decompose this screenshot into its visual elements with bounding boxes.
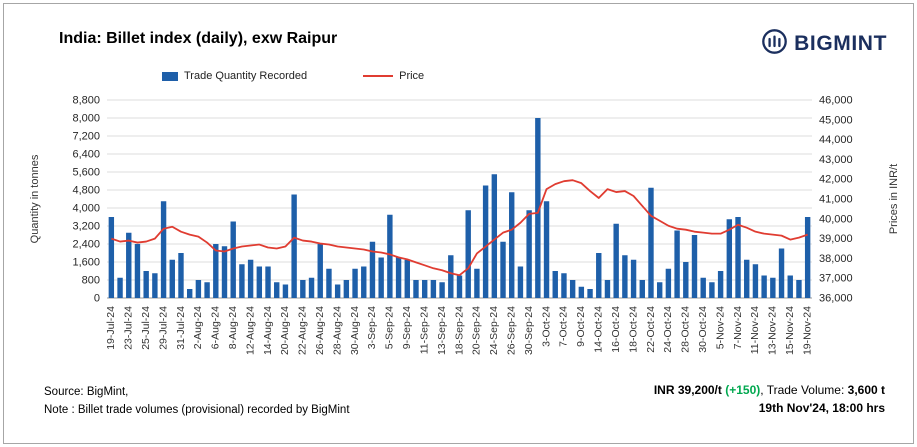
methodology-note: Note : Billet trade volumes (provisional… xyxy=(44,403,350,416)
svg-text:3-Oct-24: 3-Oct-24 xyxy=(540,306,552,347)
svg-text:26-Aug-24: 26-Aug-24 xyxy=(314,306,326,355)
svg-text:15-Nov-24: 15-Nov-24 xyxy=(784,306,796,355)
svg-text:5,600: 5,600 xyxy=(72,167,100,179)
axis-title-right: Prices in INR/t xyxy=(888,164,900,234)
x-axis-labels: 19-Jul-24 23-Jul-24 25-Jul-24 29-Jul-24 31-J… xyxy=(105,306,813,355)
bars-series xyxy=(108,118,811,298)
legend-bar-label: Trade Quantity Recorded xyxy=(184,70,308,82)
svg-text:8,800: 8,800 xyxy=(72,95,100,107)
svg-text:2,400: 2,400 xyxy=(72,239,100,251)
timestamp: 19th Nov'24, 18:00 hrs xyxy=(758,401,885,415)
legend-item-quantity: Trade Quantity Recorded xyxy=(162,70,307,82)
svg-text:25-Jul-24: 25-Jul-24 xyxy=(140,306,152,350)
svg-text:16-Oct-24: 16-Oct-24 xyxy=(610,306,622,353)
footer-price-summary: INR 39,200/t (+150), Trade Volume: 3,600… xyxy=(654,381,885,417)
legend-line-swatch xyxy=(363,75,394,77)
footer-notes: Source: BigMint, Note : Billet trade vol… xyxy=(44,384,350,420)
y-axis-left-labels: 0 800 1,600 2,400 3,200 4,000 4,800 5,600 6,400 7… xyxy=(72,95,100,305)
svg-text:9-Sep-24: 9-Sep-24 xyxy=(401,306,413,349)
volume-value: 3,600 t xyxy=(847,383,885,397)
svg-text:14-Aug-24: 14-Aug-24 xyxy=(262,306,274,355)
svg-text:3,200: 3,200 xyxy=(72,221,100,233)
bigmint-logo-icon xyxy=(761,28,788,60)
svg-text:19-Nov-24: 19-Nov-24 xyxy=(801,306,813,355)
svg-text:7-Oct-24: 7-Oct-24 xyxy=(558,306,570,347)
combo-chart: 0 800 1,600 2,400 3,200 4,000 4,800 5,600 6,400 7… xyxy=(12,86,913,386)
svg-text:28-Oct-24: 28-Oct-24 xyxy=(680,306,692,353)
price-value: INR 39,200/t xyxy=(653,383,726,397)
svg-text:42,000: 42,000 xyxy=(819,174,853,186)
legend-item-price: Price xyxy=(363,70,424,82)
svg-text:800: 800 xyxy=(82,275,100,287)
svg-text:9-Oct-24: 9-Oct-24 xyxy=(575,306,587,347)
svg-text:26-Sep-24: 26-Sep-24 xyxy=(506,306,518,355)
y-axis-right-labels: 36,000 37,000 38,000 39,000 40,000 41,000 42,0… xyxy=(819,95,853,305)
svg-text:22-Oct-24: 22-Oct-24 xyxy=(645,306,657,353)
legend-line-label: Price xyxy=(399,70,425,82)
svg-text:6-Aug-24: 6-Aug-24 xyxy=(210,306,222,349)
svg-text:11-Sep-24: 11-Sep-24 xyxy=(418,306,430,354)
svg-text:4,000: 4,000 xyxy=(72,203,100,215)
volume-label: , Trade Volume: xyxy=(760,383,848,397)
svg-text:37,000: 37,000 xyxy=(819,273,853,285)
svg-text:43,000: 43,000 xyxy=(819,154,853,166)
svg-text:14-Oct-24: 14-Oct-24 xyxy=(593,306,605,353)
svg-text:18-Sep-24: 18-Sep-24 xyxy=(453,306,465,355)
axis-title-left: Quantity in tonnes xyxy=(29,154,41,243)
svg-text:20-Aug-24: 20-Aug-24 xyxy=(279,306,291,355)
svg-text:7-Nov-24: 7-Nov-24 xyxy=(732,306,744,349)
svg-text:40,000: 40,000 xyxy=(819,213,853,225)
svg-text:5-Sep-24: 5-Sep-24 xyxy=(384,306,396,349)
svg-text:36,000: 36,000 xyxy=(819,293,853,305)
price-summary-line: INR 39,200/t (+150), Trade Volume: 3,600… xyxy=(654,381,885,399)
svg-text:23-Jul-24: 23-Jul-24 xyxy=(123,306,135,350)
svg-text:20-Sep-24: 20-Sep-24 xyxy=(471,306,483,355)
svg-text:44,000: 44,000 xyxy=(819,134,853,146)
svg-text:30-Sep-24: 30-Sep-24 xyxy=(523,306,535,355)
svg-text:38,000: 38,000 xyxy=(819,253,853,265)
svg-text:8-Aug-24: 8-Aug-24 xyxy=(227,306,239,349)
price-change: (+150) xyxy=(725,383,761,397)
svg-text:5-Nov-24: 5-Nov-24 xyxy=(714,306,726,349)
svg-text:13-Sep-24: 13-Sep-24 xyxy=(436,306,448,355)
svg-text:0: 0 xyxy=(94,293,100,305)
svg-text:7,200: 7,200 xyxy=(72,131,100,143)
price-line xyxy=(111,179,808,277)
svg-text:3-Sep-24: 3-Sep-24 xyxy=(366,306,378,349)
svg-text:8,000: 8,000 xyxy=(72,113,100,125)
svg-text:30-Oct-24: 30-Oct-24 xyxy=(697,306,709,353)
svg-text:45,000: 45,000 xyxy=(819,114,853,126)
svg-text:30-Aug-24: 30-Aug-24 xyxy=(349,306,361,355)
svg-text:31-Jul-24: 31-Jul-24 xyxy=(175,306,187,350)
svg-text:24-Oct-24: 24-Oct-24 xyxy=(662,306,674,353)
svg-text:28-Aug-24: 28-Aug-24 xyxy=(331,306,343,355)
svg-text:41,000: 41,000 xyxy=(819,194,853,206)
chart-legend: Trade Quantity Recorded Price xyxy=(162,70,424,82)
chart-title: India: Billet index (daily), exw Raipur xyxy=(59,30,338,47)
svg-text:46,000: 46,000 xyxy=(819,95,853,107)
svg-text:13-Nov-24: 13-Nov-24 xyxy=(767,306,779,355)
svg-text:11-Nov-24: 11-Nov-24 xyxy=(749,306,761,354)
bigmint-logo: BIGMINT xyxy=(761,28,887,60)
svg-text:2-Aug-24: 2-Aug-24 xyxy=(192,306,204,349)
svg-text:12-Aug-24: 12-Aug-24 xyxy=(244,306,256,355)
source-note: Source: BigMint, xyxy=(44,386,129,398)
svg-text:29-Jul-24: 29-Jul-24 xyxy=(157,306,169,350)
svg-text:18-Oct-24: 18-Oct-24 xyxy=(627,306,639,353)
chart-canvas: 0 800 1,600 2,400 3,200 4,000 4,800 5,600 6,400 7… xyxy=(29,95,900,356)
svg-text:6,400: 6,400 xyxy=(72,149,100,161)
svg-text:22-Aug-24: 22-Aug-24 xyxy=(297,306,309,355)
card-frame: India: Billet index (daily), exw Raipur … xyxy=(3,3,914,444)
svg-text:4,800: 4,800 xyxy=(72,185,100,197)
svg-text:39,000: 39,000 xyxy=(819,233,853,245)
svg-text:1,600: 1,600 xyxy=(72,257,100,269)
legend-bar-swatch xyxy=(162,71,178,81)
grid-layer xyxy=(107,99,812,299)
svg-text:24-Sep-24: 24-Sep-24 xyxy=(488,306,500,355)
brand-name: BIGMINT xyxy=(794,32,887,55)
svg-text:19-Jul-24: 19-Jul-24 xyxy=(105,306,117,350)
